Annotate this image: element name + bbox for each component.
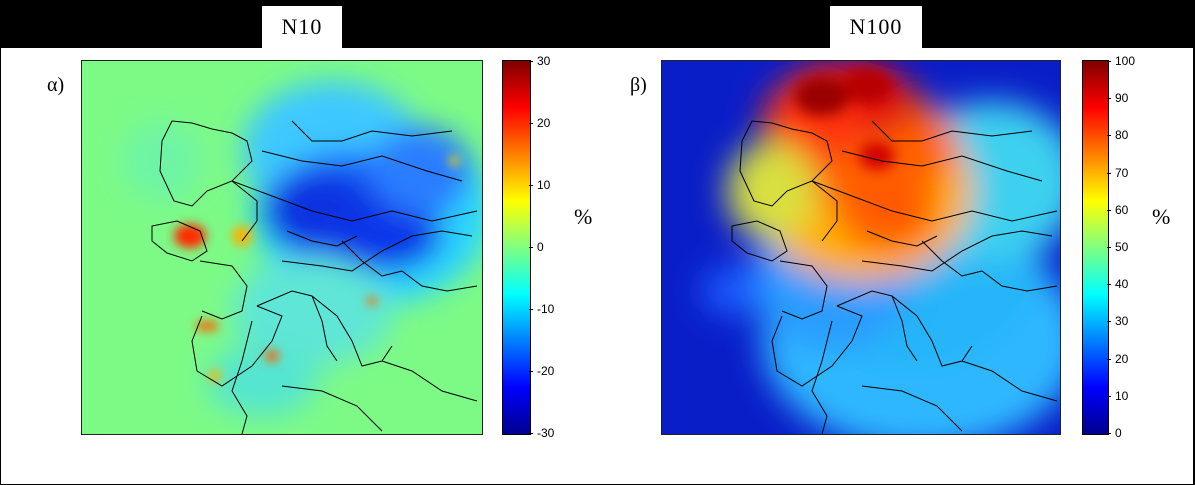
map-panel-a (81, 60, 483, 435)
colorbar-tick-label: -10 (537, 302, 555, 316)
colorbar-tick-label: 20 (537, 116, 551, 130)
colorbar-b (1082, 60, 1109, 435)
panel-a-label: α) (47, 74, 65, 96)
colorbar-tick-label: 10 (1115, 388, 1129, 403)
colorbar-tick-mark (529, 123, 533, 124)
colorbar-b-unit: % (1152, 204, 1171, 229)
map-a-coastlines (151, 120, 478, 434)
colorbar-a (502, 60, 531, 435)
colorbar-tick-label: 40 (1115, 277, 1129, 292)
colorbar-tick-mark (529, 247, 533, 248)
map-b-peaks (794, 68, 895, 170)
colorbar-a-unit: % (574, 204, 593, 229)
colorbar-tick-mark (1107, 321, 1111, 323)
colorbar-tick-mark (1107, 284, 1111, 286)
colorbar-tick-label: 0 (1115, 426, 1122, 440)
colorbar-tick-mark (1107, 172, 1111, 174)
colorbar-tick-label: -20 (537, 364, 555, 378)
colorbar-tick-mark (529, 371, 533, 372)
map-b-field (702, 61, 1060, 434)
colorbar-tick-label: 100 (1115, 54, 1136, 68)
colorbar-tick-label: 80 (1115, 128, 1129, 143)
map-panel-b (661, 60, 1061, 435)
colorbar-tick-mark (1107, 135, 1111, 137)
panel-a-title: N10 (262, 6, 342, 48)
colorbar-tick-mark (1107, 395, 1111, 397)
colorbar-tick-mark (1107, 61, 1111, 62)
colorbar-tick-mark (1107, 433, 1111, 434)
colorbar-tick-label: 20 (1115, 351, 1129, 366)
colorbar-tick-label: -30 (537, 426, 555, 440)
colorbar-tick-label: 70 (1115, 165, 1129, 180)
colorbar-tick-mark (1107, 247, 1111, 248)
colorbar-tick-label: 50 (1115, 240, 1129, 254)
colorbar-tick-label: 30 (1115, 314, 1129, 329)
colorbar-tick-mark (1107, 209, 1111, 211)
colorbar-tick-mark (529, 61, 533, 62)
panel-b-title: N100 (830, 6, 922, 48)
colorbar-tick-label: 30 (537, 54, 551, 68)
colorbar-tick-mark (1107, 98, 1111, 100)
colorbar-tick-mark (529, 185, 533, 186)
colorbar-tick-mark (529, 433, 533, 434)
colorbar-tick-label: 90 (1115, 91, 1129, 106)
map-a-field (122, 81, 482, 416)
colorbar-tick-label: 10 (537, 178, 551, 192)
map-b-coastlines (731, 120, 1058, 434)
colorbar-tick-mark (529, 309, 533, 310)
colorbar-tick-label: 0 (537, 240, 544, 254)
colorbar-tick-mark (1107, 358, 1111, 360)
panel-b-label: β) (630, 74, 647, 96)
colorbar-tick-label: 60 (1115, 202, 1129, 217)
